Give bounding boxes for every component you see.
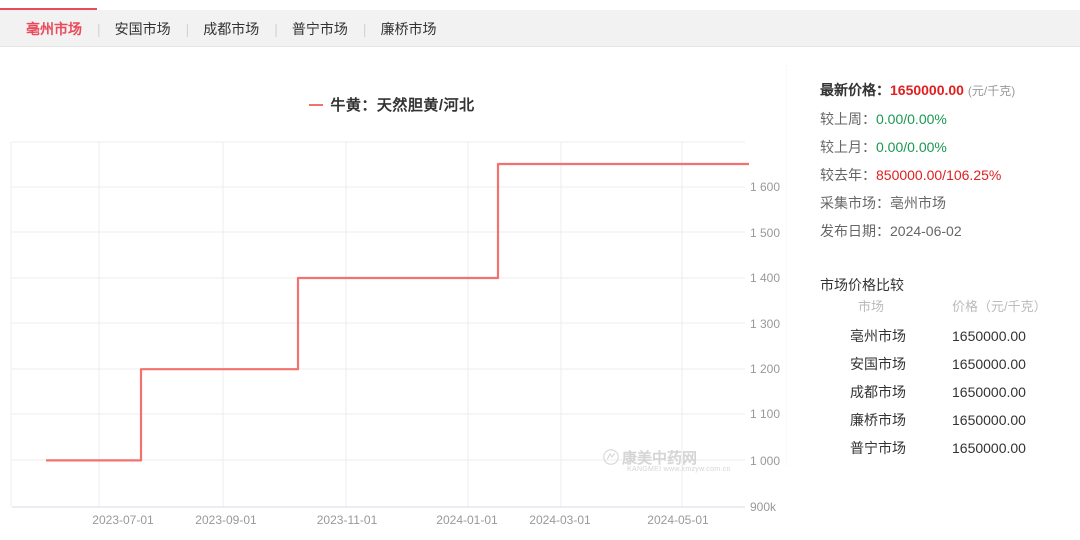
svg-text:1 500k: 1 500k	[750, 226, 780, 240]
svg-text:1 600k: 1 600k	[750, 180, 780, 194]
svg-text:2023-11-01: 2023-11-01	[317, 513, 378, 527]
svg-text:2024-03-01: 2024-03-01	[529, 513, 591, 527]
svg-text:1 100k: 1 100k	[750, 407, 780, 421]
svg-text:900k: 900k	[750, 500, 777, 514]
svg-text:2024-05-01: 2024-05-01	[647, 513, 709, 527]
svg-text:2024-01-01: 2024-01-01	[436, 513, 498, 527]
svg-text:1 300k: 1 300k	[750, 317, 780, 331]
svg-text:2023-09-01: 2023-09-01	[195, 513, 257, 527]
svg-text:1 200k: 1 200k	[750, 362, 780, 376]
svg-text:2023-07-01: 2023-07-01	[92, 513, 154, 527]
svg-text:1 400k: 1 400k	[750, 271, 780, 285]
